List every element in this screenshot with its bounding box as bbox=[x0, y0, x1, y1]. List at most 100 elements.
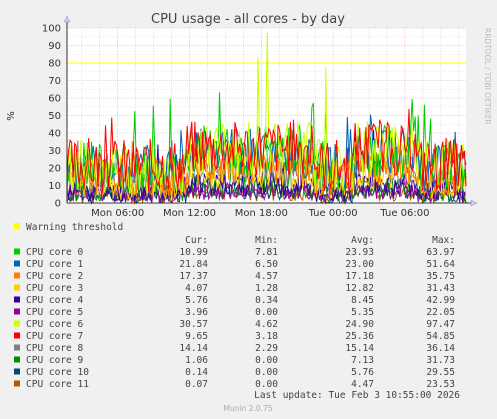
x-tick-label: Mon 06:00 bbox=[91, 208, 144, 219]
legend-value: 23.53 bbox=[426, 379, 455, 390]
legend-value: 36.14 bbox=[426, 343, 455, 354]
y-tick-label: 100 bbox=[42, 24, 61, 35]
legend-value: 42.99 bbox=[426, 295, 455, 306]
legend-value: 30.57 bbox=[179, 319, 208, 330]
legend-value: 54.85 bbox=[426, 331, 455, 342]
legend-value: 0.00 bbox=[255, 379, 278, 390]
legend-value: 7.13 bbox=[351, 355, 374, 366]
legend-value: 24.90 bbox=[345, 319, 374, 330]
x-ticks: Mon 06:00 Mon 12:00 Mon 18:00 Tue 00:00 Tue … bbox=[91, 208, 429, 219]
legend: Warning threshold Cur: Min: Avg: Max: CPU cor… bbox=[14, 222, 455, 390]
legend-swatch bbox=[14, 368, 20, 375]
legend-value: 51.64 bbox=[426, 259, 455, 270]
legend-value: 4.47 bbox=[351, 379, 374, 390]
legend-value: 6.50 bbox=[255, 259, 278, 270]
series-lines bbox=[66, 32, 467, 205]
legend-value: 0.00 bbox=[255, 307, 278, 318]
legend-value: 3.18 bbox=[255, 331, 278, 342]
legend-series-name: CPU core 6 bbox=[26, 319, 83, 330]
y-tick-label: 90 bbox=[48, 41, 61, 52]
legend-value: 31.73 bbox=[426, 355, 455, 366]
legend-column-header: Cur: bbox=[185, 235, 208, 246]
legend-series-name: CPU core 3 bbox=[26, 283, 83, 294]
legend-series-name: CPU core 8 bbox=[26, 343, 83, 354]
x-axis-arrow bbox=[470, 199, 478, 207]
y-ticks: 0 10 20 30 40 50 60 70 80 90 100 bbox=[42, 24, 61, 210]
legend-value: 7.81 bbox=[255, 247, 278, 258]
legend-swatch bbox=[14, 308, 20, 315]
y-tick-label: 20 bbox=[48, 164, 61, 175]
legend-value: 15.14 bbox=[345, 343, 374, 354]
warning-swatch bbox=[14, 223, 20, 229]
legend-value: 10.99 bbox=[179, 247, 208, 258]
legend-column-header: Max: bbox=[432, 235, 455, 246]
legend-series-name: CPU core 2 bbox=[26, 271, 83, 282]
legend-value: 5.76 bbox=[351, 367, 374, 378]
munin-version: Munin 2.0.75 bbox=[223, 404, 272, 413]
series-line-cpu-core-7 bbox=[66, 108, 467, 194]
legend-value: 35.75 bbox=[426, 271, 455, 282]
legend-value: 4.62 bbox=[255, 319, 278, 330]
legend-value: 31.43 bbox=[426, 283, 455, 294]
legend-value: 4.57 bbox=[255, 271, 278, 282]
legend-value: 0.14 bbox=[185, 367, 208, 378]
legend-series-name: CPU core 4 bbox=[26, 295, 83, 306]
y-tick-label: 10 bbox=[48, 181, 61, 192]
x-tick-label: Tue 00:00 bbox=[308, 208, 358, 219]
legend-swatch bbox=[14, 332, 20, 339]
legend-value: 63.97 bbox=[426, 247, 455, 258]
y-axis-label: % bbox=[6, 111, 17, 121]
legend-swatch bbox=[14, 320, 20, 327]
legend-value: 1.06 bbox=[185, 355, 208, 366]
legend-value: 4.07 bbox=[185, 283, 208, 294]
legend-value: 2.29 bbox=[255, 343, 278, 354]
legend-value: 5.76 bbox=[185, 295, 208, 306]
legend-series-name: CPU core 9 bbox=[26, 355, 83, 366]
legend-value: 0.07 bbox=[185, 379, 208, 390]
y-axis-arrow bbox=[63, 15, 71, 23]
legend-value: 17.37 bbox=[179, 271, 208, 282]
legend-swatch bbox=[14, 380, 20, 387]
legend-swatch bbox=[14, 344, 20, 351]
legend-value: 17.18 bbox=[345, 271, 374, 282]
legend-value: 0.00 bbox=[255, 355, 278, 366]
warning-label: Warning threshold bbox=[26, 222, 123, 233]
legend-value: 5.35 bbox=[351, 307, 374, 318]
legend-value: 9.65 bbox=[185, 331, 208, 342]
legend-value: 21.84 bbox=[179, 259, 208, 270]
legend-series-name: CPU core 11 bbox=[26, 379, 89, 390]
y-tick-label: 30 bbox=[48, 146, 61, 157]
legend-value: 97.47 bbox=[426, 319, 455, 330]
legend-swatch bbox=[14, 248, 20, 255]
rrdtool-credit: RRDTOOL / TOBI OETIKER bbox=[483, 28, 492, 125]
legend-value: 1.28 bbox=[255, 283, 278, 294]
legend-series-name: CPU core 5 bbox=[26, 307, 83, 318]
last-update: Last update: Tue Feb 3 10:55:00 2026 bbox=[254, 390, 460, 401]
legend-value: 25.36 bbox=[345, 331, 374, 342]
legend-swatch bbox=[14, 356, 20, 363]
legend-value: 3.96 bbox=[185, 307, 208, 318]
x-tick-label: Mon 18:00 bbox=[235, 208, 288, 219]
legend-series-name: CPU core 10 bbox=[26, 367, 89, 378]
legend-value: 8.45 bbox=[351, 295, 374, 306]
y-tick-label: 50 bbox=[48, 111, 61, 122]
y-tick-label: 0 bbox=[55, 199, 61, 210]
y-tick-label: 80 bbox=[48, 59, 61, 70]
chart-title: CPU usage - all cores - by day bbox=[151, 12, 345, 27]
legend-value: 23.93 bbox=[345, 247, 374, 258]
legend-swatch bbox=[14, 296, 20, 303]
y-tick-label: 60 bbox=[48, 94, 61, 105]
legend-series-name: CPU core 7 bbox=[26, 331, 83, 342]
y-tick-label: 70 bbox=[48, 76, 61, 87]
axes bbox=[63, 15, 478, 207]
legend-column-header: Min: bbox=[255, 235, 278, 246]
legend-swatch bbox=[14, 260, 20, 267]
legend-value: 14.14 bbox=[179, 343, 208, 354]
legend-value: 12.82 bbox=[345, 283, 374, 294]
legend-series-name: CPU core 1 bbox=[26, 259, 83, 270]
legend-value: 0.00 bbox=[255, 367, 278, 378]
x-tick-label: Mon 12:00 bbox=[163, 208, 216, 219]
legend-value: 23.00 bbox=[345, 259, 374, 270]
legend-series-name: CPU core 0 bbox=[26, 247, 83, 258]
